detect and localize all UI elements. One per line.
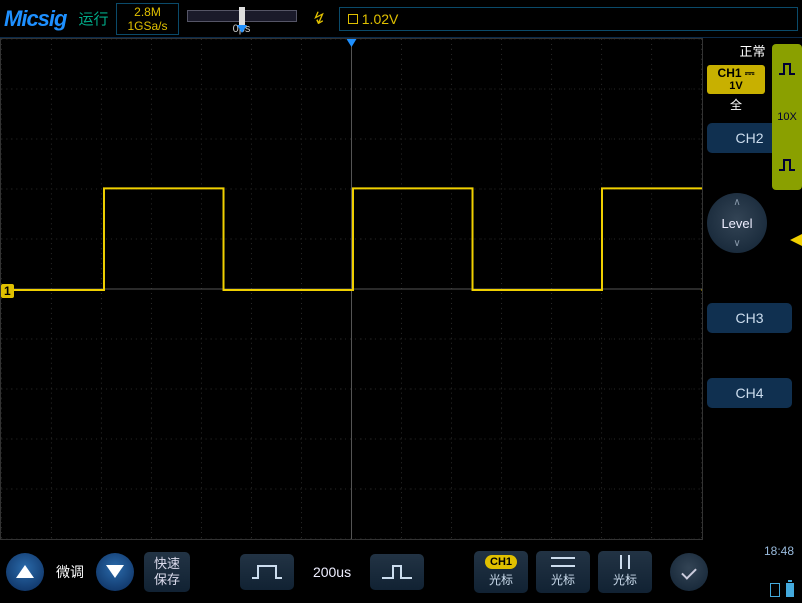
- cursor-label-2: 光标: [551, 571, 575, 588]
- level-down-icon: ∨: [733, 238, 740, 249]
- ch1-ground-marker[interactable]: 1: [1, 284, 14, 298]
- brand-logo: Micsig: [4, 6, 66, 32]
- timebase-controls: 200us: [240, 554, 424, 590]
- quick-save-button[interactable]: 快速 保存: [144, 552, 190, 592]
- cursor-horizontal-button[interactable]: 光标: [536, 551, 590, 593]
- top-bar: Micsig 运行 2.8M 1GSa/s 0ps ↯ 1.02V: [0, 0, 802, 38]
- cursor-ch-pill: CH1: [485, 555, 517, 569]
- triangle-up-icon: [16, 565, 34, 578]
- cursor-label-1: 光标: [489, 571, 513, 588]
- storage-icon: [770, 583, 780, 597]
- ch1-name: CH1: [718, 66, 742, 80]
- chevron-down-icon: [681, 564, 697, 580]
- measure-pulse-low[interactable]: [777, 157, 797, 173]
- trigger-level-value: 1.02V: [362, 11, 399, 27]
- run-status[interactable]: 运行: [78, 8, 108, 29]
- pulse-low-icon: [777, 157, 797, 173]
- expand-menu-button[interactable]: [670, 553, 708, 591]
- ch1-active-badge[interactable]: CH1 ⎓ 1V: [707, 65, 765, 94]
- vertical-cursor-icon: [618, 555, 632, 569]
- cursor-vertical-button[interactable]: 光标: [598, 551, 652, 593]
- timebase-faster-button[interactable]: [370, 554, 424, 590]
- waveform-area[interactable]: 1: [0, 38, 703, 540]
- clock: 18:48: [764, 544, 794, 558]
- pulse-high-icon: [777, 61, 797, 77]
- sample-depth: 2.8M: [134, 5, 161, 19]
- cursor-controls: CH1 光标 光标 光标: [474, 551, 652, 593]
- cursor-label-3: 光标: [613, 571, 637, 588]
- quick-save-line1: 快速: [154, 556, 180, 571]
- timebase-value[interactable]: 200us: [302, 564, 362, 580]
- level-up-icon: ∧: [733, 197, 740, 208]
- narrow-pulse-icon: [380, 562, 414, 582]
- fine-adjust-label[interactable]: 微调: [56, 562, 84, 582]
- timebase-position-slider[interactable]: 0ps: [187, 5, 297, 33]
- bandwidth-full: 全: [703, 96, 769, 113]
- measure-pulse-high[interactable]: [777, 61, 797, 77]
- measure-probe[interactable]: 10X: [777, 111, 797, 123]
- wide-pulse-icon: [250, 562, 284, 582]
- sample-info[interactable]: 2.8M 1GSa/s: [116, 3, 178, 35]
- timebase-t-marker-icon: [237, 25, 247, 33]
- ch4-button[interactable]: CH4: [707, 378, 792, 408]
- trigger-edge-icon[interactable]: ↯: [311, 9, 325, 29]
- waveform-grid: [1, 39, 702, 539]
- level-label: Level: [721, 216, 752, 231]
- status-icons: [770, 583, 794, 597]
- coupling-icon: ⎓: [745, 66, 755, 80]
- ch3-button[interactable]: CH3: [707, 303, 792, 333]
- triangle-down-icon: [106, 565, 124, 578]
- side-panel: 正常 CH1 ⎓ 1V 全 10X: [703, 38, 802, 540]
- measure-quick-panel[interactable]: 10X: [772, 44, 802, 190]
- trigger-source-icon: [348, 14, 358, 24]
- cursor-channel-button[interactable]: CH1 光标: [474, 551, 528, 593]
- bottom-bar: 微调 快速 保存 200us CH1 光标 光标: [0, 540, 802, 603]
- trigger-level-box[interactable]: 1.02V: [339, 7, 798, 31]
- main-area: 1 正常 CH1 ⎓ 1V 全 10X: [0, 38, 802, 540]
- trigger-level-arrow-icon[interactable]: [790, 234, 802, 246]
- volts-down-button[interactable]: [96, 553, 134, 591]
- volts-up-button[interactable]: [6, 553, 44, 591]
- timebase-slower-button[interactable]: [240, 554, 294, 590]
- probe-ratio: 10X: [777, 111, 797, 123]
- level-knob[interactable]: ∧ Level ∨: [707, 193, 767, 253]
- ch1-volts-div: 1V: [729, 80, 742, 92]
- battery-icon: [786, 583, 794, 597]
- horizontal-cursor-icon: [551, 555, 575, 569]
- sample-rate: 1GSa/s: [127, 19, 167, 33]
- quick-save-line2: 保存: [154, 572, 180, 587]
